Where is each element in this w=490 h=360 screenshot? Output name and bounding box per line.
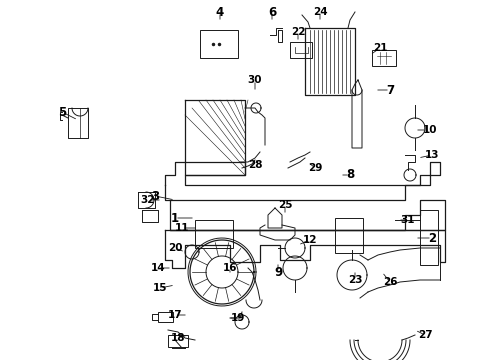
Text: 24: 24 — [313, 7, 327, 17]
Text: 6: 6 — [268, 5, 276, 18]
Text: 27: 27 — [417, 330, 432, 340]
Text: 4: 4 — [216, 5, 224, 18]
Text: 28: 28 — [248, 160, 262, 170]
Bar — [335, 218, 363, 253]
Text: 9: 9 — [274, 266, 282, 279]
Text: 32: 32 — [141, 195, 155, 205]
Text: 29: 29 — [308, 163, 322, 173]
Text: 7: 7 — [386, 84, 394, 96]
Text: 13: 13 — [425, 150, 439, 160]
Text: 15: 15 — [153, 283, 167, 293]
Text: 16: 16 — [223, 263, 237, 273]
Text: 23: 23 — [348, 275, 362, 285]
Text: 21: 21 — [373, 43, 387, 53]
Text: 17: 17 — [168, 310, 182, 320]
Bar — [158, 312, 173, 322]
Text: 20: 20 — [168, 243, 182, 253]
Text: 25: 25 — [278, 200, 292, 210]
Bar — [372, 50, 396, 66]
Text: 12: 12 — [303, 235, 317, 245]
Text: 19: 19 — [231, 313, 245, 323]
Text: 5: 5 — [58, 105, 66, 118]
Text: 14: 14 — [151, 263, 165, 273]
Bar — [195, 220, 233, 248]
Text: 26: 26 — [383, 277, 397, 287]
Text: 8: 8 — [346, 168, 354, 181]
Bar — [420, 210, 438, 265]
Bar — [168, 335, 188, 347]
Bar — [290, 42, 312, 58]
Text: 10: 10 — [423, 125, 437, 135]
Text: 3: 3 — [151, 189, 159, 202]
Text: 22: 22 — [291, 27, 305, 37]
Text: 11: 11 — [175, 223, 189, 233]
Text: 31: 31 — [401, 215, 415, 225]
Text: 1: 1 — [171, 211, 179, 225]
Text: 2: 2 — [428, 231, 436, 244]
Text: 30: 30 — [248, 75, 262, 85]
Text: 18: 18 — [171, 333, 185, 343]
Bar — [200, 30, 238, 58]
